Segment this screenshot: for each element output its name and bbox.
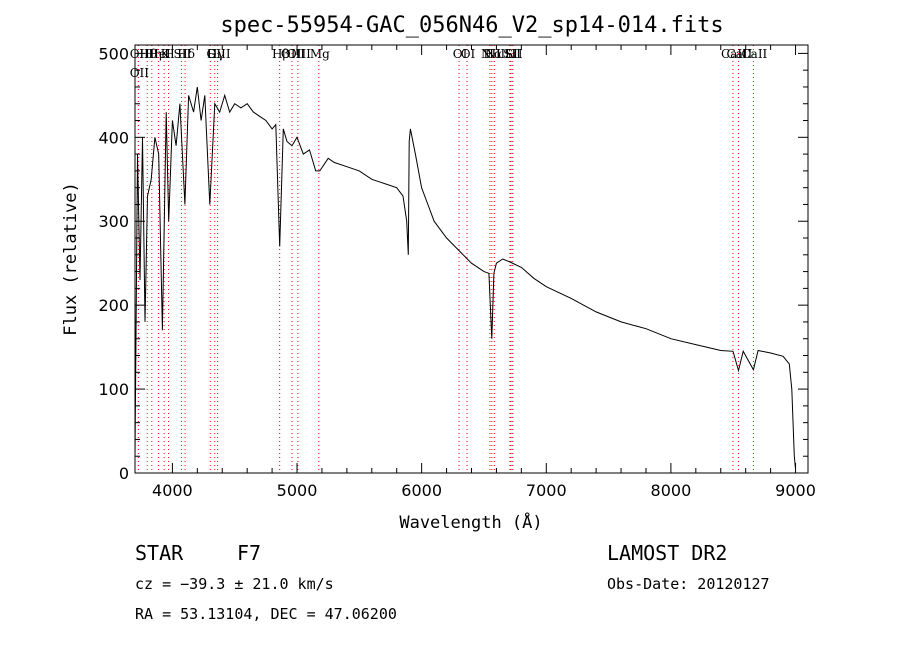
y-axis: 0 100 200 300 400 500 bbox=[98, 44, 808, 483]
x-tick-label: 9000 bbox=[775, 481, 816, 500]
spectrum-series-line bbox=[134, 86, 796, 469]
spectral-line-label: Hγ bbox=[207, 47, 225, 61]
spectral-line-label: OII bbox=[130, 66, 150, 80]
x-tick-label: 6000 bbox=[401, 481, 442, 500]
spectral-line-label: K bbox=[161, 47, 171, 61]
spectral-line-label: SII bbox=[503, 47, 521, 61]
spectral-line-label: OI bbox=[461, 47, 476, 61]
x-tick-label: 7000 bbox=[526, 481, 567, 500]
spectral-line-label: H bbox=[164, 47, 174, 61]
x-tick-label: 5000 bbox=[277, 481, 318, 500]
y-axis-label: Flux (relative) bbox=[61, 182, 81, 336]
spectral-line-label: NII bbox=[485, 47, 505, 61]
y-tick-label: 0 bbox=[119, 464, 129, 483]
chart-title: spec-55954-GAC_056N46_V2_sp14-014.fits bbox=[220, 13, 723, 38]
y-tick-label: 300 bbox=[98, 212, 129, 231]
spectral-line-label: Hβ bbox=[272, 47, 289, 61]
y-tick-label: 200 bbox=[98, 296, 129, 315]
spectral-line-label: G bbox=[206, 47, 216, 61]
spectral-line-label: CaII bbox=[721, 47, 747, 61]
spectral-line-label: OIII bbox=[287, 47, 311, 61]
x-axis: 4000 5000 6000 7000 8000 9000 bbox=[152, 45, 816, 500]
spectral-line-label: CaII bbox=[727, 47, 753, 61]
spectral-line-label: Hδ bbox=[177, 47, 195, 61]
object-class: STAR bbox=[135, 541, 184, 565]
spectral-line-label: OI bbox=[453, 47, 468, 61]
spectral-line-label: OIII bbox=[207, 47, 231, 61]
redshift-text: cz = −39.3 ± 21.0 km/s bbox=[135, 575, 334, 593]
spectral-line-label: Hα bbox=[484, 47, 503, 61]
spectral-line-label: SII bbox=[505, 47, 523, 61]
spectral-line-label: Li bbox=[505, 47, 517, 61]
x-tick-label: 8000 bbox=[651, 481, 692, 500]
spectral-line-label: Hη bbox=[144, 47, 162, 61]
obs-date-text: Obs-Date: 20120127 bbox=[607, 575, 770, 593]
spectral-line-label: HeI bbox=[148, 47, 171, 61]
y-tick-label: 400 bbox=[98, 128, 129, 147]
x-tick-label: 4000 bbox=[152, 481, 193, 500]
spectral-line-label: NII bbox=[481, 47, 501, 61]
spectral-line-markers bbox=[137, 45, 754, 473]
spectral-line-label: Hθ bbox=[139, 47, 157, 61]
coordinates-text: RA = 53.13104, DEC = 47.06200 bbox=[135, 605, 397, 623]
plot-frame bbox=[134, 44, 809, 474]
y-tick-label: 500 bbox=[98, 44, 129, 63]
spectral-line-label: OIII bbox=[281, 47, 305, 61]
spectral-line-label: CaII bbox=[741, 47, 767, 61]
y-tick-label: 100 bbox=[98, 380, 129, 399]
object-subclass: F7 bbox=[237, 541, 262, 565]
survey-name: LAMOST DR2 bbox=[607, 541, 728, 565]
spectral-line-label: Mg bbox=[310, 47, 330, 61]
spectral-line-label: SII bbox=[174, 47, 192, 61]
x-axis-label: Wavelength (Å) bbox=[399, 511, 542, 533]
